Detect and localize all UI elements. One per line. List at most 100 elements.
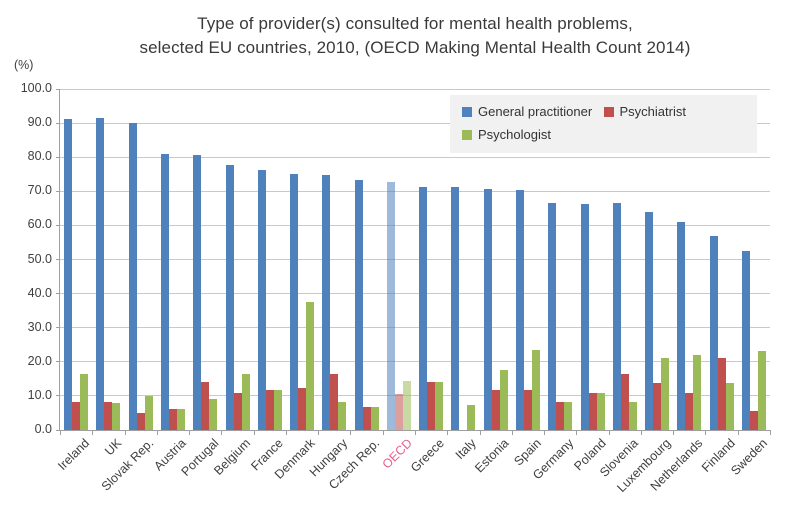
bar-psychiatrist — [201, 382, 210, 430]
x-tick-mark — [189, 431, 191, 435]
gridline — [60, 395, 770, 397]
bar-psychiatrist — [491, 390, 500, 430]
y-tick-mark — [56, 259, 60, 260]
y-tick-mark — [56, 361, 60, 363]
bar-general-practitioner — [257, 169, 266, 430]
legend-swatch-icon — [603, 106, 614, 117]
x-tick-mark — [382, 431, 384, 435]
x-axis-line — [56, 430, 771, 431]
y-tick-label: 70.0 — [27, 183, 52, 198]
y-tick-label: 40.0 — [27, 285, 52, 300]
x-label-greece: Greece — [408, 436, 448, 475]
x-tick-mark — [124, 431, 126, 435]
bar-psychiatrist — [104, 402, 113, 430]
bar-general-practitioner — [225, 165, 234, 430]
bar-psychologist — [467, 405, 476, 430]
x-label-estonia: Estonia — [472, 436, 512, 476]
y-tick-mark — [56, 293, 60, 295]
x-label-italy: Italy — [453, 436, 480, 463]
y-tick-mark — [56, 156, 60, 158]
legend-row: General practitioner Psychiatrist — [462, 104, 745, 119]
y-tick-label: 80.0 — [27, 149, 52, 164]
legend-item-psychologist: Psychologist — [462, 127, 614, 142]
bar-general-practitioner — [645, 211, 654, 430]
x-tick-mark — [705, 431, 707, 435]
y-tick-mark — [56, 327, 60, 329]
bar-psychologist — [144, 396, 153, 430]
x-tick-mark — [350, 431, 352, 435]
bar-general-practitioner — [354, 180, 363, 430]
bar-psychologist — [176, 408, 185, 430]
chart-title-line1: Type of provider(s) consulted for mental… — [197, 14, 633, 33]
x-tick-mark — [544, 431, 546, 435]
bar-general-practitioner — [483, 189, 492, 430]
bar-general-practitioner — [160, 153, 169, 430]
x-tick-mark — [576, 431, 578, 435]
y-tick-label: 20.0 — [27, 353, 52, 368]
plot-area — [60, 88, 770, 430]
gridline — [60, 122, 770, 124]
bar-psychologist — [499, 370, 508, 430]
x-tick-mark — [253, 431, 255, 435]
legend-label: Psychologist — [478, 127, 551, 142]
bar-psychologist — [564, 401, 573, 430]
bar-psychiatrist — [523, 390, 532, 430]
bar-general-practitioner — [451, 186, 460, 430]
legend-row: Psychologist — [462, 127, 745, 142]
bar-general-practitioner — [515, 190, 524, 430]
bar-general-practitioner — [580, 203, 589, 430]
bar-psychiatrist — [685, 392, 694, 430]
bar-psychiatrist — [72, 402, 81, 430]
bar-psychiatrist — [620, 374, 629, 430]
bar-psychiatrist — [427, 382, 436, 430]
chart-title-line2: selected EU countries, 2010, (OECD Makin… — [139, 38, 691, 57]
x-tick-mark — [60, 431, 61, 435]
gridline — [60, 327, 770, 329]
y-tick-mark — [56, 395, 60, 397]
bar-psychologist — [531, 349, 540, 430]
y-tick-mark — [56, 190, 60, 192]
bar-psychiatrist — [330, 373, 339, 430]
bar-general-practitioner — [419, 186, 428, 430]
x-label-ireland: Ireland — [55, 436, 93, 473]
bar-general-practitioner — [741, 250, 750, 430]
x-tick-mark — [92, 431, 94, 435]
bar-psychologist — [80, 373, 89, 430]
bar-psychiatrist — [556, 402, 565, 430]
x-tick-mark — [415, 431, 416, 435]
gridline — [60, 361, 770, 363]
y-tick-label: 90.0 — [27, 115, 52, 130]
y-tick-label: 10.0 — [27, 387, 52, 402]
bar-psychologist — [628, 402, 637, 430]
bar-psychologist — [273, 390, 282, 430]
bar-psychiatrist — [653, 382, 662, 430]
bar-general-practitioner — [128, 123, 137, 430]
bar-psychologist — [209, 398, 218, 430]
x-tick-mark — [318, 431, 320, 435]
gridline — [60, 293, 770, 295]
y-tick-mark — [56, 88, 60, 90]
gridline — [60, 88, 770, 90]
y-tick-label: 100.0 — [20, 81, 52, 95]
bar-general-practitioner — [677, 222, 686, 430]
legend-label: General practitioner — [478, 104, 593, 119]
y-tick-label: 0.0 — [34, 422, 52, 436]
y-axis-unit-label: (%) — [14, 58, 34, 72]
x-tick-mark — [447, 431, 449, 435]
bar-psychologist — [370, 407, 379, 430]
y-tick-label: 30.0 — [27, 319, 52, 334]
x-tick-mark — [673, 431, 675, 435]
bar-general-practitioner — [386, 182, 395, 430]
gridline — [60, 224, 770, 226]
legend-swatch-icon — [462, 106, 472, 117]
y-tick-mark — [56, 122, 60, 124]
bar-psychologist — [596, 392, 605, 430]
x-tick-mark — [511, 431, 513, 435]
bar-psychologist — [112, 402, 121, 430]
x-tick-mark — [737, 431, 739, 435]
bar-psychiatrist — [362, 407, 371, 430]
bar-general-practitioner — [548, 203, 557, 430]
bar-psychologist — [241, 373, 250, 430]
legend-box: General practitioner Psychiatrist Psycholo… — [450, 95, 757, 153]
bar-general-practitioner — [290, 174, 299, 430]
